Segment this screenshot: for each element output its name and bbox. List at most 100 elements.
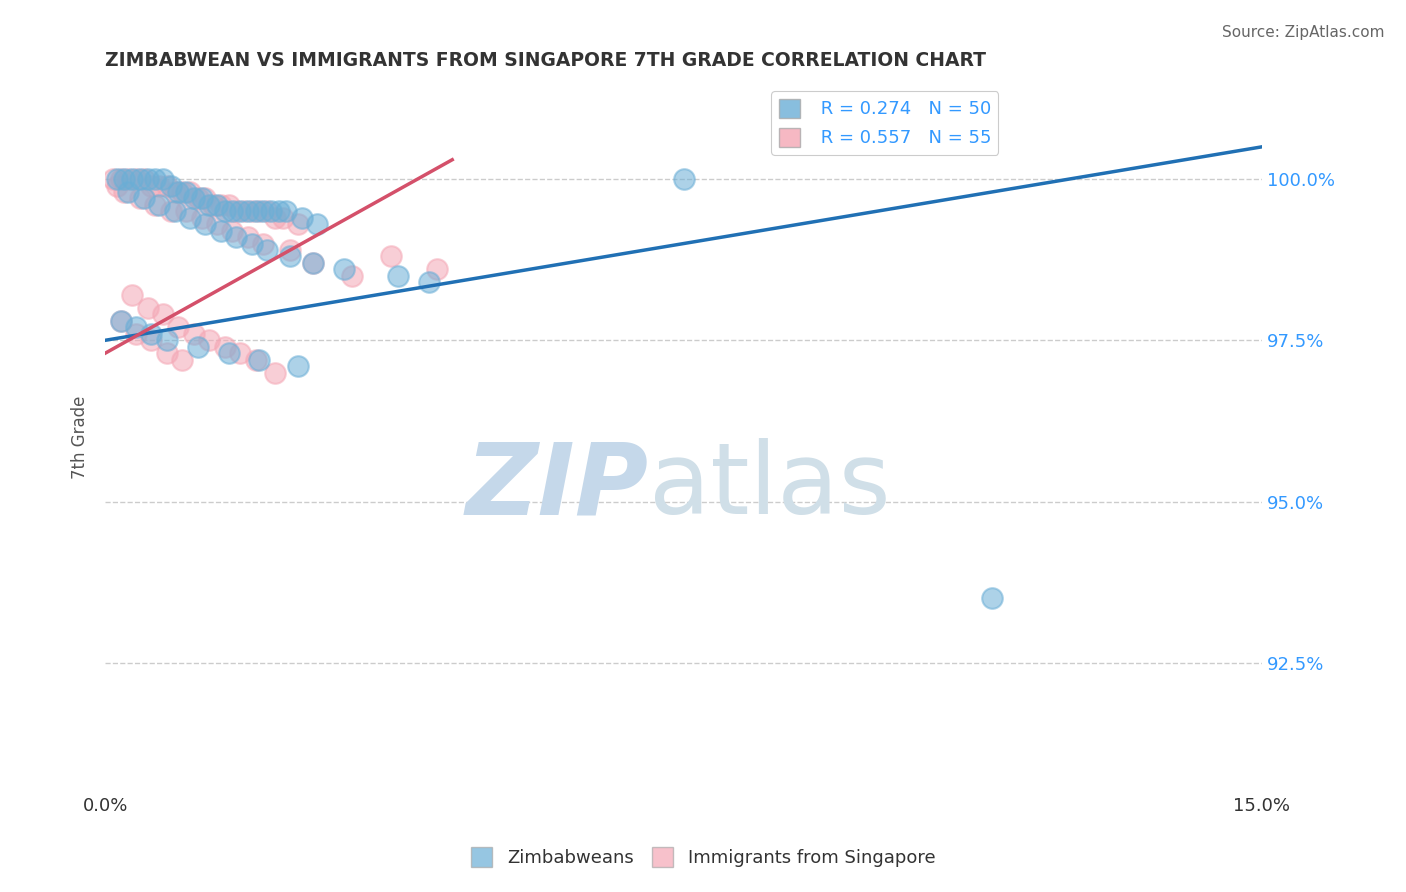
Point	[194, 191, 217, 205]
Point	[672, 172, 695, 186]
Point	[218, 198, 240, 212]
Text: atlas: atlas	[648, 438, 890, 535]
Point	[141, 326, 163, 341]
Point	[198, 333, 221, 347]
Point	[225, 230, 247, 244]
Point	[136, 301, 159, 315]
Point	[260, 204, 283, 219]
Point	[302, 256, 325, 270]
Point	[249, 352, 271, 367]
Point	[121, 172, 143, 186]
Point	[156, 346, 179, 360]
Point	[240, 236, 263, 251]
Point	[163, 185, 186, 199]
Point	[152, 308, 174, 322]
Point	[307, 217, 329, 231]
Text: ZIMBABWEAN VS IMMIGRANTS FROM SINGAPORE 7TH GRADE CORRELATION CHART: ZIMBABWEAN VS IMMIGRANTS FROM SINGAPORE …	[105, 51, 986, 70]
Y-axis label: 7th Grade: 7th Grade	[72, 395, 89, 479]
Point	[110, 314, 132, 328]
Point	[148, 198, 170, 212]
Point	[981, 591, 1004, 606]
Point	[187, 340, 209, 354]
Point	[218, 346, 240, 360]
Point	[271, 211, 294, 225]
Point	[105, 178, 128, 193]
Point	[202, 198, 225, 212]
Point	[333, 262, 356, 277]
Point	[418, 275, 440, 289]
Point	[276, 204, 298, 219]
Point	[125, 326, 148, 341]
Point	[426, 262, 449, 277]
Point	[129, 191, 152, 205]
Point	[209, 224, 232, 238]
Point	[240, 204, 263, 219]
Point	[263, 366, 285, 380]
Point	[221, 204, 243, 219]
Point	[245, 352, 267, 367]
Point	[291, 211, 314, 225]
Point	[236, 204, 259, 219]
Point	[190, 191, 212, 205]
Point	[205, 198, 228, 212]
Point	[256, 204, 278, 219]
Point	[152, 172, 174, 186]
Point	[110, 172, 132, 186]
Point	[125, 172, 148, 186]
Point	[179, 185, 201, 199]
Point	[249, 204, 271, 219]
Point	[236, 230, 259, 244]
Point	[245, 204, 267, 219]
Point	[163, 204, 186, 219]
Point	[214, 204, 236, 219]
Point	[114, 185, 136, 199]
Point	[159, 204, 181, 219]
Point	[148, 178, 170, 193]
Point	[380, 250, 402, 264]
Point	[229, 204, 252, 219]
Point	[225, 204, 247, 219]
Legend:  R = 0.274   N = 50,  R = 0.557   N = 55: R = 0.274 N = 50, R = 0.557 N = 55	[772, 91, 998, 154]
Point	[125, 320, 148, 334]
Point	[387, 268, 409, 283]
Point	[117, 185, 139, 199]
Point	[221, 224, 243, 238]
Text: ZIP: ZIP	[465, 438, 648, 535]
Point	[174, 204, 197, 219]
Point	[194, 217, 217, 231]
Point	[159, 178, 181, 193]
Point	[183, 326, 205, 341]
Point	[209, 198, 232, 212]
Point	[167, 185, 190, 199]
Point	[172, 352, 194, 367]
Point	[179, 211, 201, 225]
Point	[132, 172, 155, 186]
Legend: Zimbabweans, Immigrants from Singapore: Zimbabweans, Immigrants from Singapore	[464, 839, 942, 874]
Point	[187, 191, 209, 205]
Point	[174, 185, 197, 199]
Point	[256, 243, 278, 257]
Point	[141, 333, 163, 347]
Point	[214, 340, 236, 354]
Point	[302, 256, 325, 270]
Point	[340, 268, 363, 283]
Point	[287, 217, 309, 231]
Point	[143, 198, 166, 212]
Point	[101, 172, 124, 186]
Point	[156, 178, 179, 193]
Point	[205, 217, 228, 231]
Point	[129, 172, 152, 186]
Point	[229, 346, 252, 360]
Point	[114, 172, 136, 186]
Point	[252, 204, 274, 219]
Point	[263, 211, 285, 225]
Point	[117, 172, 139, 186]
Point	[198, 198, 221, 212]
Point	[267, 204, 290, 219]
Point	[132, 191, 155, 205]
Point	[141, 178, 163, 193]
Point	[136, 172, 159, 186]
Point	[190, 211, 212, 225]
Point	[278, 250, 301, 264]
Point	[233, 204, 256, 219]
